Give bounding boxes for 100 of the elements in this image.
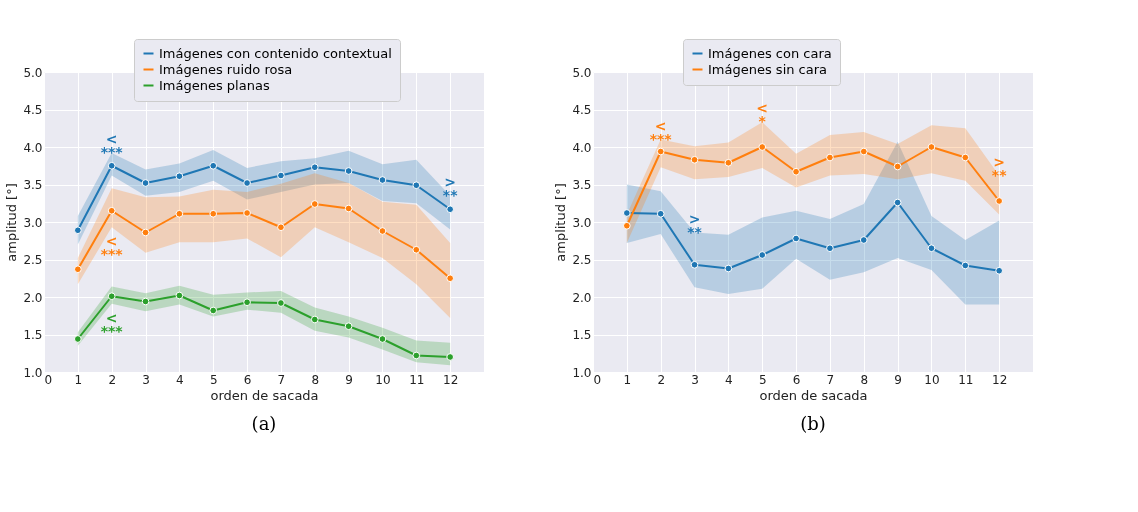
x-tick-label: 12 — [443, 372, 459, 387]
x-tick-label: 12 — [992, 372, 1008, 387]
y-tick-label: 2.0 — [572, 290, 592, 305]
y-tick-label: 2.5 — [572, 253, 592, 267]
point — [412, 181, 421, 190]
y-tick-label: 4.5 — [23, 103, 43, 117]
point — [826, 153, 834, 162]
point — [107, 161, 116, 170]
annotation: > ** — [442, 173, 459, 203]
x-tick-label: 6 — [792, 372, 801, 387]
x-tick-label: 5 — [758, 372, 767, 387]
point — [175, 291, 184, 300]
x-tick-label: 11 — [958, 372, 974, 387]
point — [175, 209, 184, 218]
point — [893, 162, 902, 171]
point — [446, 205, 455, 214]
y-tick-label: 5.0 — [23, 65, 43, 80]
legend-label: Imágenes con contenido contextual — [159, 45, 392, 61]
point — [141, 228, 150, 237]
x-tick-label: 2 — [657, 372, 666, 387]
point — [961, 261, 970, 270]
legend-label: Imágenes planas — [159, 77, 270, 93]
point — [344, 204, 353, 213]
y-axis-title: amplitud [°] — [4, 183, 20, 262]
point — [656, 209, 665, 218]
x-tick-label: 9 — [345, 372, 353, 387]
annotation: < * — [756, 100, 769, 130]
point — [73, 226, 82, 235]
point — [107, 292, 116, 301]
point — [724, 158, 733, 167]
x-tick-label: 3 — [142, 372, 150, 387]
point — [141, 297, 150, 306]
x-tick-label: 11 — [409, 372, 425, 387]
point — [73, 265, 82, 274]
point — [690, 260, 699, 269]
x-tick-label: 10 — [924, 372, 940, 387]
point — [927, 244, 936, 253]
point — [277, 171, 285, 180]
x-tick-label: 4 — [176, 372, 184, 387]
point — [344, 167, 353, 175]
x-tick-label: 8 — [860, 372, 869, 387]
x-tick-label: 7 — [826, 372, 835, 387]
point — [344, 322, 353, 331]
point — [310, 163, 319, 172]
y-tick-label: 3.5 — [23, 178, 43, 192]
point — [622, 221, 631, 230]
x-tick-label: 10 — [375, 372, 391, 387]
point — [893, 198, 902, 207]
point — [656, 147, 665, 156]
point — [792, 234, 800, 243]
point — [141, 179, 150, 187]
x-tick-label: 0 — [44, 372, 53, 387]
point — [277, 223, 285, 232]
legend-label: Imágenes con cara — [708, 45, 832, 61]
point — [859, 147, 868, 156]
point — [927, 143, 936, 151]
y-axis-title: amplitud [°] — [553, 183, 569, 262]
point — [107, 206, 116, 215]
y-tick-label: 3.0 — [23, 215, 43, 230]
point — [277, 299, 285, 307]
point — [310, 200, 319, 208]
x-tick-label: 8 — [311, 372, 320, 387]
y-tick-label: 4.0 — [572, 140, 592, 155]
point — [412, 245, 421, 254]
point — [995, 266, 1004, 275]
point — [243, 298, 251, 307]
point — [792, 167, 800, 176]
x-tick-label: 2 — [108, 372, 117, 387]
point — [209, 209, 218, 218]
x-tick-label: 1 — [74, 372, 83, 387]
y-tick-label: 1.0 — [23, 365, 43, 380]
x-axis-title: orden de sacada — [759, 387, 868, 403]
point — [826, 244, 834, 253]
annotation: > ** — [687, 210, 703, 240]
annotation: > ** — [991, 153, 1008, 183]
text: (b) — [800, 413, 826, 434]
y-tick-label: 3.0 — [572, 215, 592, 230]
y-tick-label: 3.5 — [572, 178, 592, 192]
y-tick-label: 1.0 — [572, 365, 592, 380]
y-tick-label: 2.0 — [23, 290, 43, 305]
point — [446, 274, 455, 283]
point — [758, 143, 767, 151]
y-tick-label: 5.0 — [572, 65, 592, 80]
annotation: < *** — [100, 131, 124, 160]
x-tick-label: 9 — [894, 372, 902, 387]
point — [243, 209, 251, 217]
text: (a) — [251, 413, 277, 434]
legend-label: Imágenes ruido rosa — [159, 61, 293, 77]
y-tick-label: 2.5 — [23, 253, 43, 267]
y-tick-label: 4.0 — [23, 140, 43, 155]
x-axis-title: orden de sacada — [210, 387, 319, 403]
point — [378, 227, 387, 235]
point — [995, 197, 1004, 205]
point — [446, 353, 455, 361]
point — [73, 335, 82, 343]
y-tick-label: 1.5 — [572, 328, 592, 342]
x-tick-label: 5 — [209, 372, 218, 387]
point — [622, 209, 631, 217]
point — [209, 306, 218, 315]
point — [209, 161, 218, 170]
